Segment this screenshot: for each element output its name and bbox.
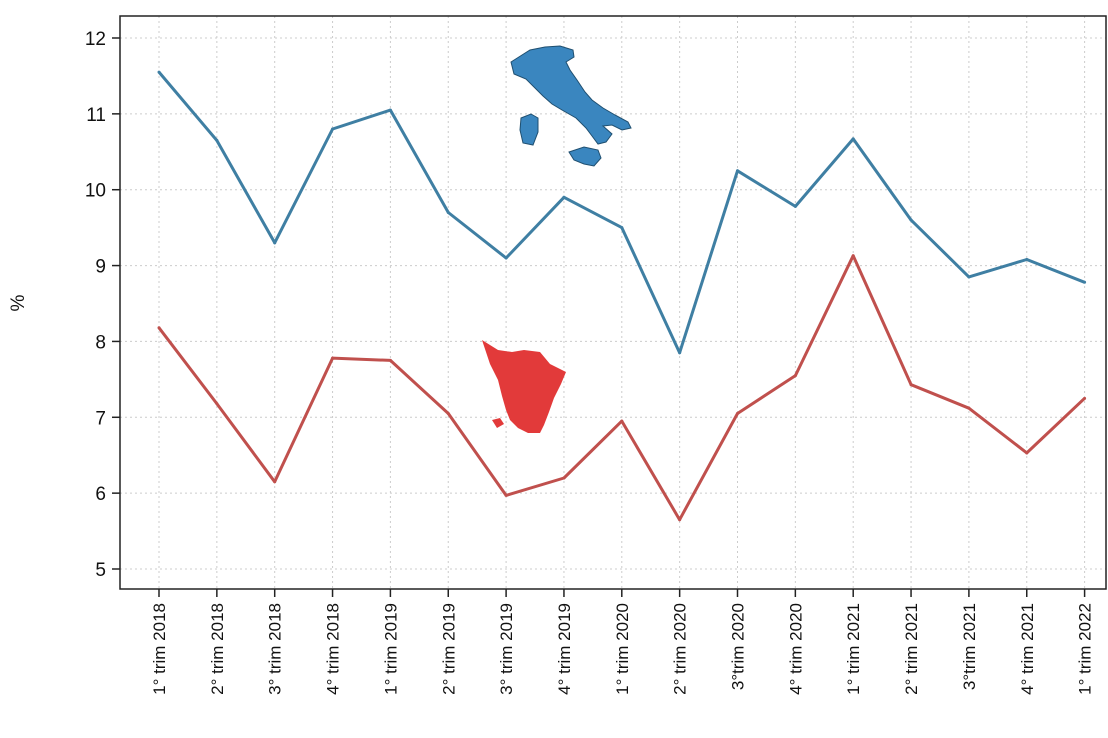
data-point: [1025, 451, 1029, 455]
data-point: [562, 195, 566, 199]
data-point: [620, 226, 624, 230]
grid-lines: [120, 16, 1106, 589]
data-point: [331, 127, 335, 131]
data-point: [157, 70, 161, 74]
data-point: [967, 406, 971, 410]
data-point: [446, 210, 450, 214]
data-point: [909, 218, 913, 222]
data-point: [793, 374, 797, 378]
data-point: [388, 358, 392, 362]
data-point: [967, 275, 971, 279]
x-tick-label: 3°trim 2020: [729, 603, 748, 690]
y-tick-label: 9: [95, 257, 106, 278]
y-tick-label: 5: [95, 560, 106, 581]
series-lines: [157, 70, 1087, 522]
x-tick-label: 1° trim 2022: [1076, 603, 1095, 695]
plot-frame: [119, 15, 1107, 590]
data-point: [736, 411, 739, 415]
data-point: [851, 254, 855, 258]
data-point: [388, 108, 392, 112]
y-tick-label: 8: [95, 332, 106, 353]
y-tick-label: 12: [85, 29, 106, 50]
data-point: [504, 256, 508, 260]
x-tick-label: 3°trim 2021: [960, 603, 979, 690]
x-tick-label: 2° trim 2018: [208, 603, 227, 695]
x-tick-label: 2° trim 2020: [671, 603, 690, 695]
data-point: [678, 351, 682, 355]
y-axis: 5 6 7 8 9 10 11 12: [85, 29, 120, 581]
data-point: [215, 402, 219, 406]
y-tick-label: 10: [85, 181, 106, 202]
x-tick-label: 4° trim 2019: [555, 603, 574, 695]
x-tick-label: 2° trim 2019: [439, 603, 458, 695]
x-tick-label: 3° trim 2019: [497, 603, 516, 695]
data-point: [620, 419, 624, 423]
tuscany-map-icon: [482, 340, 566, 433]
data-point: [678, 518, 682, 522]
x-tick-label: 1° trim 2019: [381, 603, 400, 695]
data-point: [273, 241, 277, 245]
x-tick-label: 3° trim 2018: [266, 603, 285, 695]
data-point: [331, 356, 335, 360]
data-point: [736, 169, 739, 173]
y-tick-label: 11: [86, 105, 106, 126]
data-point: [909, 383, 913, 387]
data-point: [157, 326, 161, 330]
y-axis-title: %: [8, 294, 29, 311]
x-tick-label: 2° trim 2021: [902, 603, 921, 695]
x-tick-label: 1° trim 2018: [150, 603, 169, 695]
italy-map-icon: [510, 45, 632, 167]
y-tick-label: 6: [95, 484, 106, 505]
x-tick-label: 4° trim 2020: [786, 603, 805, 695]
x-tick-label: 1° trim 2020: [613, 603, 632, 695]
data-point: [1083, 280, 1087, 284]
x-axis: 1° trim 2018 2° trim 2018 3° trim 2018 4° t…: [150, 589, 1095, 695]
x-tick-label: 4° trim 2018: [324, 603, 343, 695]
y-tick-label: 7: [95, 408, 106, 429]
x-tick-label: 1° trim 2021: [844, 603, 863, 695]
data-point: [793, 204, 797, 208]
x-tick-label: 4° trim 2021: [1018, 603, 1037, 695]
data-point: [562, 476, 566, 480]
data-point: [446, 411, 450, 415]
data-point: [273, 480, 277, 484]
data-point: [1025, 258, 1029, 262]
data-point: [851, 137, 855, 141]
data-point: [215, 138, 219, 142]
data-point: [1083, 396, 1087, 400]
data-point: [504, 493, 508, 497]
